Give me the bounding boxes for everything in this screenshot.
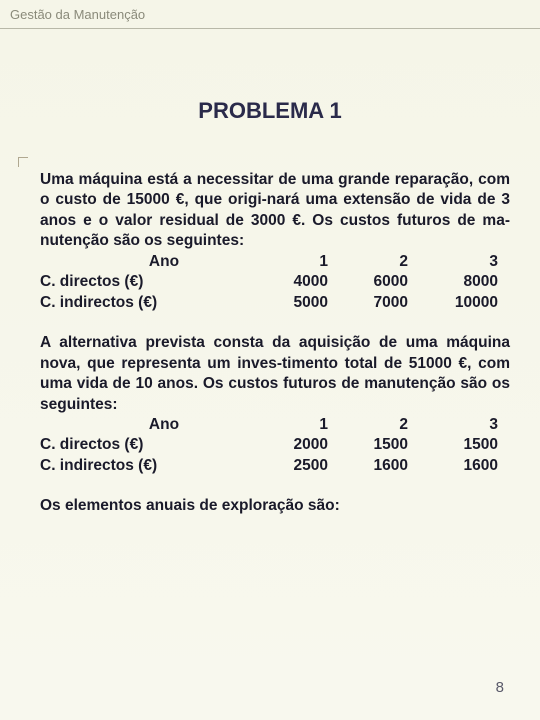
- table-cell: 1600: [408, 456, 498, 476]
- table-cell: 5000: [248, 293, 328, 313]
- table-year-2: 2: [328, 415, 408, 435]
- spacer: [40, 476, 510, 496]
- table-cell: 2000: [248, 435, 328, 455]
- content-area: Uma máquina está a necessitar de uma gra…: [40, 170, 510, 517]
- table-row: C. directos (€) 2000 1500 1500: [40, 435, 510, 455]
- table-row-label: C. directos (€): [40, 435, 248, 455]
- table-year-1: 1: [248, 415, 328, 435]
- table-row-label: C. indirectos (€): [40, 456, 248, 476]
- table-header-label: Ano: [40, 252, 248, 272]
- table-row: Ano 1 2 3: [40, 415, 510, 435]
- table-row-label: C. directos (€): [40, 272, 248, 292]
- table-year-3: 3: [408, 415, 498, 435]
- cost-table-2: Ano 1 2 3 C. directos (€) 2000 1500 1500…: [40, 415, 510, 476]
- table-cell: 8000: [408, 272, 498, 292]
- table-row: Ano 1 2 3: [40, 252, 510, 272]
- header-text: Gestão da Manutenção: [10, 7, 145, 22]
- table-cell: 1600: [328, 456, 408, 476]
- corner-mark-icon: [18, 157, 32, 171]
- table-cell: 1500: [408, 435, 498, 455]
- table-cell: 7000: [328, 293, 408, 313]
- table-row: C. indirectos (€) 2500 1600 1600: [40, 456, 510, 476]
- table-year-2: 2: [328, 252, 408, 272]
- table-cell: 10000: [408, 293, 498, 313]
- table-row: C. directos (€) 4000 6000 8000: [40, 272, 510, 292]
- header-bar: Gestão da Manutenção: [0, 0, 540, 29]
- paragraph-3: Os elementos anuais de exploração são:: [40, 496, 510, 516]
- table-row: C. indirectos (€) 5000 7000 10000: [40, 293, 510, 313]
- table-year-3: 3: [408, 252, 498, 272]
- spacer: [40, 313, 510, 333]
- title-row: PROBLEMA 1: [0, 98, 540, 124]
- cost-table-1: Ano 1 2 3 C. directos (€) 4000 6000 8000…: [40, 252, 510, 313]
- paragraph-2: A alternativa prevista consta da aquisiç…: [40, 333, 510, 415]
- table-row-label: C. indirectos (€): [40, 293, 248, 313]
- page-number: 8: [496, 679, 504, 696]
- table-header-label: Ano: [40, 415, 248, 435]
- table-cell: 6000: [328, 272, 408, 292]
- table-year-1: 1: [248, 252, 328, 272]
- paragraph-1: Uma máquina está a necessitar de uma gra…: [40, 170, 510, 252]
- table-cell: 2500: [248, 456, 328, 476]
- page-title: PROBLEMA 1: [198, 98, 341, 123]
- table-cell: 4000: [248, 272, 328, 292]
- table-cell: 1500: [328, 435, 408, 455]
